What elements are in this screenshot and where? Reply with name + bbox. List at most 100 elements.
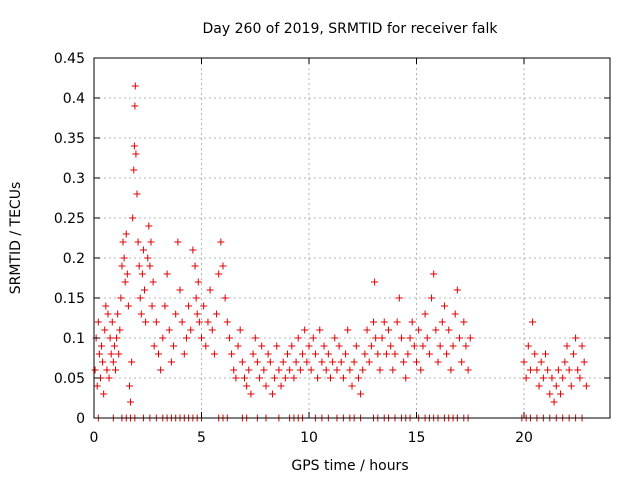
data-point — [130, 142, 138, 150]
data-point — [363, 326, 371, 334]
data-point — [361, 350, 369, 358]
data-point — [436, 342, 444, 350]
data-point — [391, 350, 399, 358]
data-point — [204, 318, 212, 326]
data-point — [258, 342, 266, 350]
data-point — [219, 262, 227, 270]
data-point — [397, 334, 405, 342]
data-point — [307, 366, 315, 374]
data-point — [567, 382, 575, 390]
data-point — [324, 350, 332, 358]
data-point — [445, 326, 453, 334]
data-point — [464, 366, 472, 374]
data-point — [365, 358, 373, 366]
data-point — [253, 358, 261, 366]
data-point — [537, 358, 545, 366]
data-point — [550, 398, 558, 406]
data-point — [296, 366, 304, 374]
data-point — [187, 326, 195, 334]
data-point — [200, 302, 208, 310]
data-point — [574, 366, 582, 374]
y-tick-label: 0 — [76, 411, 85, 427]
data-point — [152, 318, 160, 326]
data-point — [376, 366, 384, 374]
data-point — [335, 342, 343, 350]
data-point — [374, 350, 382, 358]
data-point — [145, 222, 153, 230]
data-point — [301, 326, 309, 334]
data-point — [415, 326, 423, 334]
data-point — [451, 310, 459, 318]
y-tick-label: 0.3 — [63, 171, 85, 187]
data-point — [159, 334, 167, 342]
data-point — [382, 350, 390, 358]
data-point — [127, 398, 135, 406]
data-point — [559, 374, 567, 382]
data-point — [117, 294, 125, 302]
data-point — [100, 390, 108, 398]
x-tick-label: 20 — [515, 430, 533, 446]
data-point — [316, 326, 324, 334]
data-point — [170, 342, 178, 350]
data-point — [108, 318, 116, 326]
data-point — [114, 310, 122, 318]
data-point — [410, 342, 418, 350]
data-point — [251, 334, 259, 342]
data-point — [466, 334, 474, 342]
data-point — [264, 350, 272, 358]
x-axis-label: GPS time / hours — [291, 458, 408, 474]
y-tick-label: 0.4 — [63, 91, 85, 107]
data-point — [387, 342, 395, 350]
data-point — [119, 238, 127, 246]
data-point — [133, 190, 141, 198]
data-point — [404, 350, 412, 358]
data-point — [113, 334, 121, 342]
data-point — [275, 366, 283, 374]
data-point — [150, 342, 158, 350]
data-point — [339, 374, 347, 382]
data-point — [419, 342, 427, 350]
data-point — [273, 342, 281, 350]
data-point — [180, 350, 188, 358]
data-point — [337, 358, 345, 366]
data-points — [91, 82, 590, 422]
data-point — [121, 278, 129, 286]
data-point — [432, 326, 440, 334]
data-point — [277, 382, 285, 390]
data-point — [129, 214, 137, 222]
data-point — [206, 286, 214, 294]
data-point — [443, 350, 451, 358]
data-point — [136, 294, 144, 302]
data-point — [131, 102, 139, 110]
data-point — [195, 318, 203, 326]
data-point — [260, 366, 268, 374]
data-point — [318, 358, 326, 366]
data-point — [279, 358, 287, 366]
y-tick-label: 0.45 — [54, 51, 85, 67]
data-point — [262, 382, 270, 390]
data-point — [167, 358, 175, 366]
data-point — [147, 238, 155, 246]
data-point — [131, 82, 139, 90]
data-point — [132, 150, 140, 158]
data-point — [389, 366, 397, 374]
data-point — [225, 334, 233, 342]
data-point — [94, 318, 102, 326]
data-point — [367, 342, 375, 350]
data-point — [109, 358, 117, 366]
data-point — [192, 294, 200, 302]
x-tick-labels: 0 5 10 15 20 — [90, 430, 533, 446]
data-point — [141, 286, 149, 294]
data-point — [572, 334, 580, 342]
data-point — [447, 366, 455, 374]
data-point — [213, 310, 221, 318]
data-point — [238, 358, 246, 366]
data-point — [458, 358, 466, 366]
data-point — [350, 358, 358, 366]
data-point — [378, 334, 386, 342]
data-point — [526, 366, 534, 374]
data-point — [172, 310, 180, 318]
data-point — [542, 350, 549, 358]
data-point — [348, 382, 356, 390]
data-point — [359, 366, 367, 374]
